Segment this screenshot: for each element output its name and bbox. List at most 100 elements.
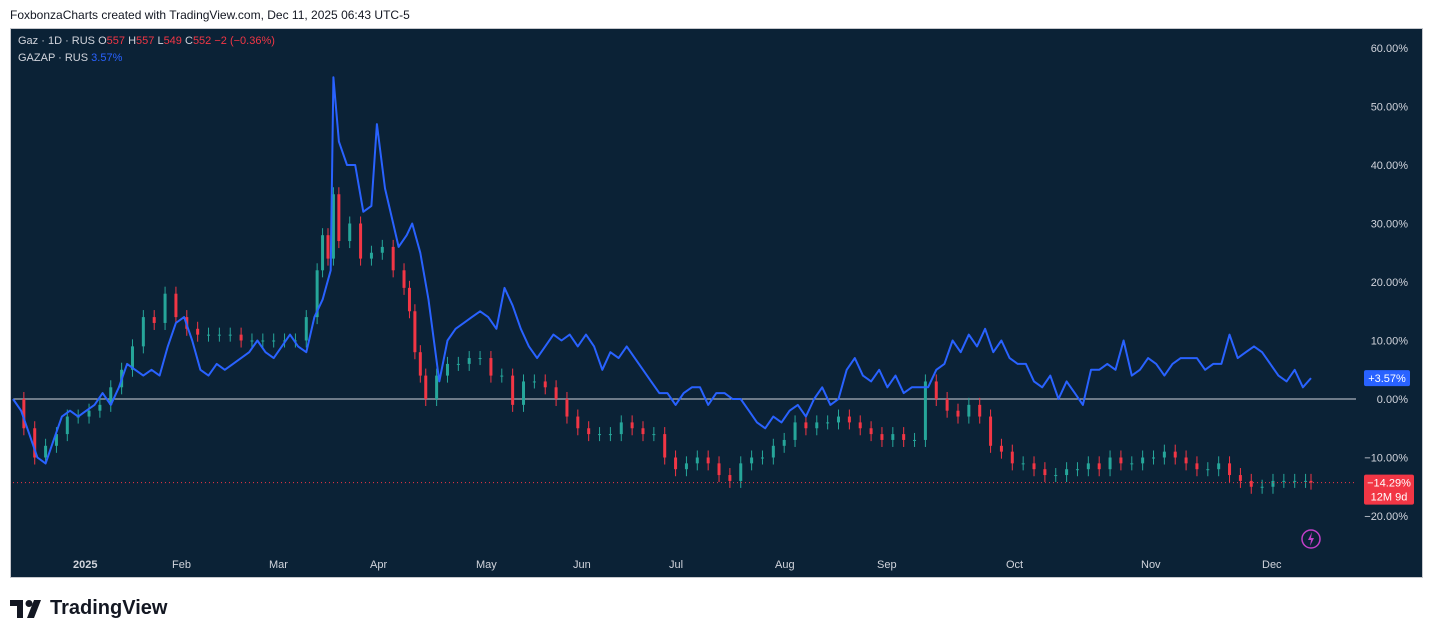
tradingview-brand[interactable]: TradingView bbox=[10, 597, 167, 620]
candle-body bbox=[207, 334, 211, 336]
candle-body bbox=[1010, 451, 1014, 464]
x-tick-label: Mar bbox=[269, 559, 288, 571]
high-value: 557 bbox=[136, 35, 155, 47]
y-tick-label: 40.00% bbox=[1371, 160, 1409, 172]
candle-body bbox=[435, 375, 439, 399]
candle-body bbox=[1130, 463, 1134, 465]
y-tick-label: 60.00% bbox=[1371, 43, 1409, 55]
x-tick-label: 2025 bbox=[73, 559, 97, 571]
y-tick-label: 30.00% bbox=[1371, 219, 1409, 231]
candle-body bbox=[44, 445, 48, 458]
candle-body bbox=[511, 375, 515, 405]
candle-body bbox=[684, 463, 688, 470]
candle-body bbox=[456, 363, 460, 365]
candle-body bbox=[489, 358, 493, 376]
candle-body bbox=[500, 375, 504, 377]
candle-body bbox=[174, 293, 178, 318]
candle-body bbox=[272, 340, 276, 342]
candle-body bbox=[1119, 457, 1123, 464]
high-label: H bbox=[128, 35, 137, 47]
candle-body bbox=[869, 428, 873, 435]
x-tick-label: Oct bbox=[1006, 559, 1023, 571]
candle-body bbox=[902, 434, 906, 440]
candle-body bbox=[880, 434, 884, 440]
main-last-badge bbox=[1364, 474, 1414, 505]
candle-body bbox=[739, 463, 743, 481]
candle-body bbox=[109, 387, 113, 405]
tradingview-logo-icon bbox=[10, 599, 41, 618]
main-series-legend: Gaz · 1D · RUS O557 H557 L549 C552 −2 (−… bbox=[18, 35, 275, 47]
candle-body bbox=[1282, 480, 1286, 482]
x-tick-label: Jun bbox=[573, 559, 591, 571]
candle-body bbox=[1032, 463, 1036, 470]
candle-body bbox=[1108, 457, 1112, 470]
candle-body bbox=[250, 340, 254, 342]
open-label: O bbox=[98, 35, 107, 47]
candle-body bbox=[445, 363, 449, 376]
close-label: C bbox=[184, 35, 193, 47]
lightning-icon[interactable] bbox=[1301, 529, 1321, 549]
candle-body bbox=[1141, 457, 1145, 464]
candle-body bbox=[1043, 469, 1047, 476]
candle-body bbox=[348, 223, 352, 242]
y-tick-label: 10.00% bbox=[1371, 336, 1409, 348]
candle-body bbox=[619, 422, 623, 435]
candle-body bbox=[934, 381, 938, 399]
x-tick-label: Nov bbox=[1141, 559, 1161, 571]
candle-body bbox=[130, 346, 134, 370]
candle-body bbox=[1065, 469, 1069, 476]
x-tick-label: Dec bbox=[1262, 559, 1282, 571]
close-value: 552 bbox=[192, 35, 212, 47]
candle-body bbox=[847, 416, 851, 423]
candle-body bbox=[956, 410, 960, 417]
candle-body bbox=[1086, 463, 1090, 470]
candle-body bbox=[391, 246, 395, 271]
x-tick-label: Aug bbox=[775, 559, 795, 571]
candle-body bbox=[891, 434, 895, 440]
candle-body bbox=[641, 428, 645, 435]
candle-body bbox=[337, 194, 341, 242]
candle-body bbox=[413, 311, 417, 353]
candle-body bbox=[1260, 486, 1264, 488]
candle-body bbox=[652, 434, 656, 436]
candle-body bbox=[326, 235, 330, 259]
candle-body bbox=[1249, 480, 1253, 487]
candle-body bbox=[923, 381, 927, 440]
candle-body bbox=[407, 287, 411, 312]
compare-series-symbol: GAZAP · RUS bbox=[18, 52, 89, 64]
candle-body bbox=[359, 223, 363, 259]
candle-body bbox=[1217, 463, 1221, 470]
candle-body bbox=[22, 399, 26, 429]
chart-canvas[interactable]: 60.00% 50.00% 40.00% 30.00% 20.00% 10.00% 0.00… bbox=[11, 29, 1422, 577]
compare-series-legend: GAZAP · RUS 3.57% bbox=[18, 52, 122, 64]
candle-body bbox=[554, 387, 558, 399]
candle-body bbox=[418, 352, 422, 376]
candle-body bbox=[87, 410, 91, 417]
y-tick-label: −20.00% bbox=[1364, 511, 1408, 523]
candle-body bbox=[152, 317, 156, 323]
candle-body bbox=[54, 434, 58, 446]
x-tick-label: May bbox=[476, 559, 497, 571]
chart-panel[interactable]: 60.00% 50.00% 40.00% 30.00% 20.00% 10.00% 0.00… bbox=[10, 28, 1423, 578]
candle-body bbox=[837, 416, 841, 423]
candle-body bbox=[98, 404, 102, 411]
candle-body bbox=[1075, 469, 1079, 471]
candle-body bbox=[543, 381, 547, 388]
candle-body bbox=[315, 270, 319, 318]
compare-series-value: 3.57% bbox=[91, 52, 123, 64]
compare-last-badge-text: +3.57% bbox=[1368, 373, 1406, 385]
candle-body bbox=[750, 457, 754, 464]
candle-body bbox=[1054, 475, 1058, 477]
compare-last-badge bbox=[1364, 370, 1410, 387]
brand-name: TradingView bbox=[50, 597, 168, 619]
candle-body bbox=[945, 399, 949, 411]
candle-body bbox=[321, 235, 325, 271]
candle-body bbox=[217, 334, 221, 336]
candle-body bbox=[1228, 463, 1232, 476]
candle-body bbox=[1021, 463, 1025, 465]
candle-body bbox=[695, 457, 699, 464]
candle-body bbox=[331, 194, 335, 259]
main-last-badge-text: −14.29% bbox=[1367, 478, 1411, 490]
candle-body bbox=[978, 404, 982, 417]
candle-body bbox=[163, 293, 167, 323]
